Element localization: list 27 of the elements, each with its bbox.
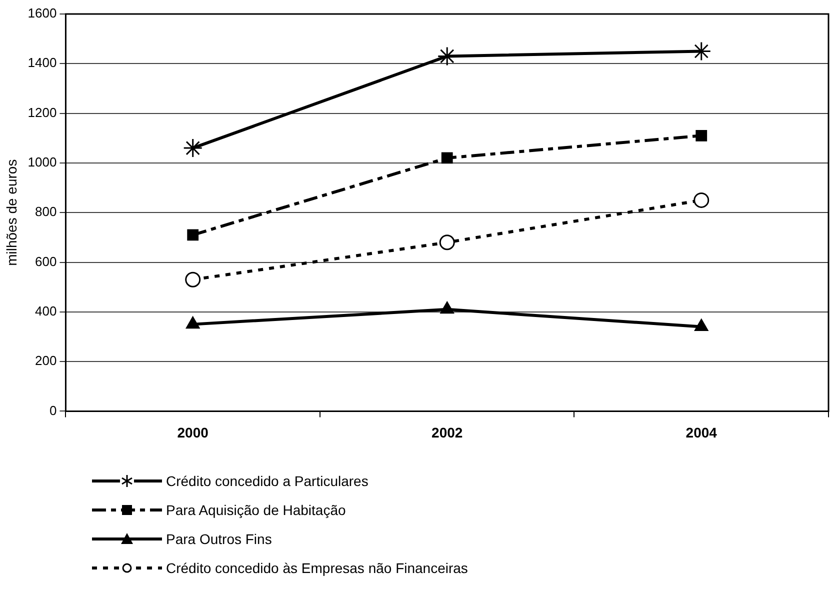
y-tick-label: 600 <box>35 254 57 269</box>
y-tick-label: 800 <box>35 204 57 220</box>
point <box>186 316 200 329</box>
y-tick-label: 1600 <box>28 6 57 21</box>
y-axis-title: milhões de euros <box>3 159 20 266</box>
x-tick-label: 2002 <box>432 424 463 440</box>
legend-label: Crédito concedido a Particulares <box>166 472 368 488</box>
x-tick-label: 2000 <box>177 424 209 440</box>
y-tick-label: 1000 <box>28 154 57 170</box>
point <box>694 319 708 332</box>
point <box>185 272 201 288</box>
point <box>694 192 710 208</box>
y-tick-label: 1400 <box>28 55 57 70</box>
point <box>439 234 455 250</box>
point <box>183 138 203 158</box>
x-tick-label: 2004 <box>686 424 718 440</box>
y-tick-label: 1200 <box>28 104 57 120</box>
point <box>187 229 199 241</box>
legend-label: Para Aquisição de Habitação <box>166 502 346 518</box>
y-tick-label: 200 <box>35 353 57 368</box>
point <box>441 152 453 164</box>
legend-label: Crédito concedido às Empresas não Financeiras <box>166 560 468 576</box>
legend-label: Para Outros Fins <box>166 530 272 546</box>
point <box>696 130 708 142</box>
y-tick-label: 400 <box>35 303 57 318</box>
y-tick-label: 0 <box>49 402 57 418</box>
point <box>440 302 454 314</box>
